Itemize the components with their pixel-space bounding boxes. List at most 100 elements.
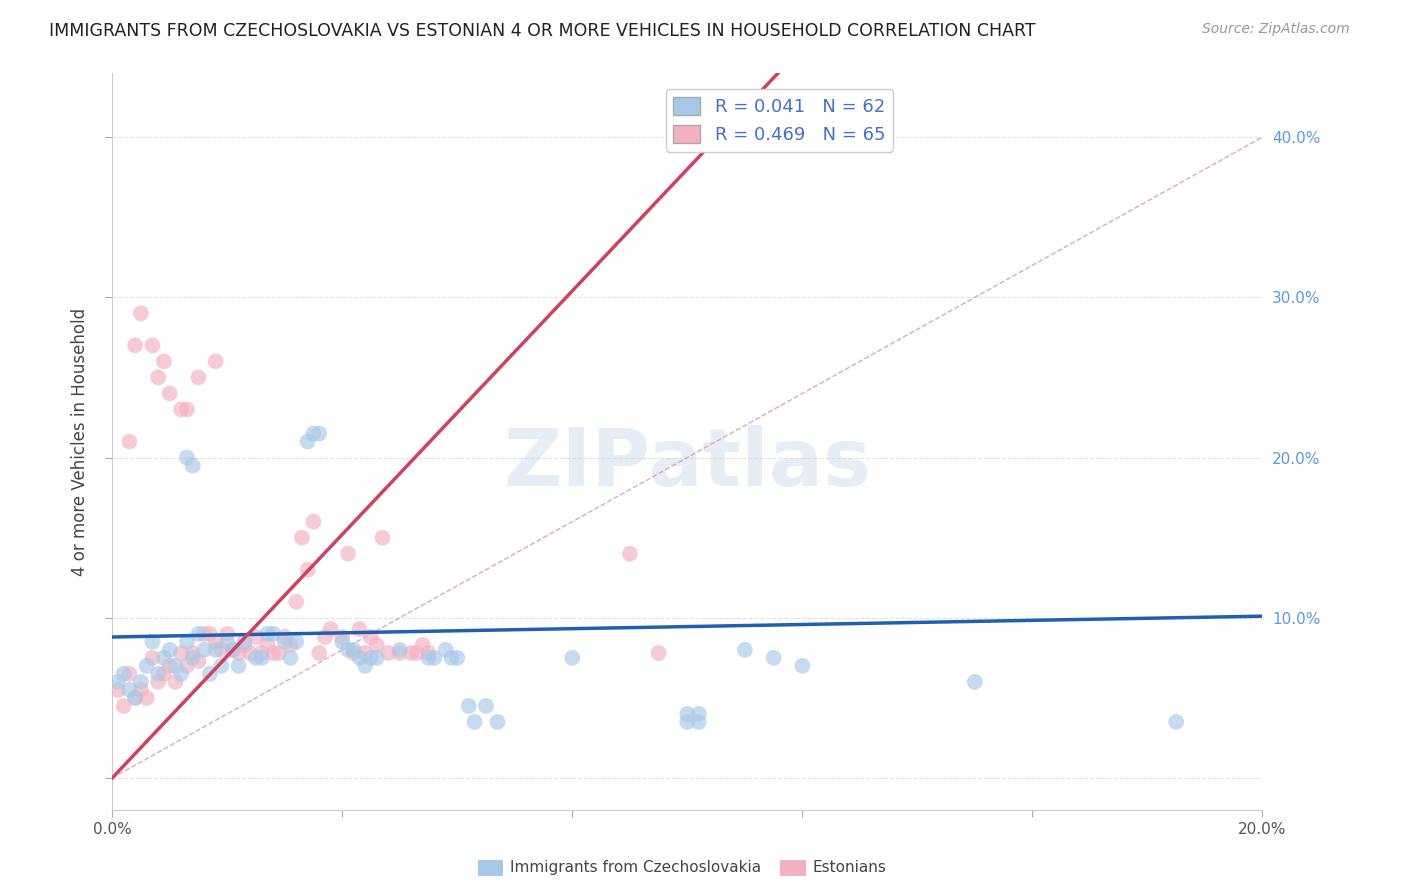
Point [181, 458, 204, 473]
Point [159, 386, 181, 401]
Point [963, 674, 986, 689]
Point [112, 666, 135, 681]
Point [336, 547, 359, 561]
Text: Immigrants from Czechoslovakia: Immigrants from Czechoslovakia [510, 860, 762, 874]
Point [233, 635, 256, 649]
Point [418, 646, 440, 660]
Point [176, 402, 198, 417]
Point [181, 650, 204, 665]
Point [349, 622, 371, 636]
Point [233, 638, 256, 652]
Point [141, 635, 163, 649]
Point [187, 654, 209, 668]
Point [165, 674, 187, 689]
Point [176, 450, 198, 465]
Point [762, 650, 785, 665]
Point [366, 650, 388, 665]
Point [330, 635, 353, 649]
Point [297, 563, 319, 577]
Point [228, 658, 250, 673]
Point [198, 666, 221, 681]
Point [463, 714, 485, 729]
Point [280, 650, 302, 665]
Point [319, 622, 342, 636]
Point [1166, 714, 1188, 729]
Text: ZIPatlas: ZIPatlas [503, 425, 872, 502]
Text: Source: ZipAtlas.com: Source: ZipAtlas.com [1202, 22, 1350, 37]
Point [377, 646, 399, 660]
Point [222, 642, 245, 657]
Point [349, 650, 371, 665]
Point [676, 706, 699, 721]
Point [135, 690, 157, 705]
Legend: R = 0.041   N = 62, R = 0.469   N = 65: R = 0.041 N = 62, R = 0.469 N = 65 [666, 89, 893, 152]
Point [204, 642, 226, 657]
Point [302, 426, 325, 441]
Point [250, 650, 273, 665]
Point [440, 650, 463, 665]
Point [406, 646, 429, 660]
Point [434, 642, 457, 657]
Point [285, 595, 308, 609]
Point [267, 646, 290, 660]
Point [388, 642, 411, 657]
Point [135, 658, 157, 673]
Point [112, 698, 135, 713]
Point [291, 531, 314, 545]
Point [209, 642, 232, 657]
Point [204, 635, 226, 649]
Point [418, 650, 440, 665]
Point [336, 642, 359, 657]
Point [159, 658, 181, 673]
Point [124, 690, 146, 705]
Point [204, 354, 226, 368]
Point [187, 627, 209, 641]
Point [193, 642, 215, 657]
Point [245, 630, 267, 644]
Point [676, 714, 699, 729]
Point [360, 650, 382, 665]
Point [176, 635, 198, 649]
Point [222, 642, 245, 657]
Point [297, 434, 319, 449]
Point [209, 658, 232, 673]
Point [146, 666, 169, 681]
Point [256, 638, 278, 652]
Point [388, 646, 411, 660]
Point [107, 674, 129, 689]
Point [256, 627, 278, 641]
Point [239, 646, 262, 660]
Point [129, 674, 152, 689]
Point [619, 547, 641, 561]
Point [153, 666, 176, 681]
Point [561, 650, 583, 665]
Point [141, 650, 163, 665]
Point [262, 646, 284, 660]
Point [371, 531, 394, 545]
Point [486, 714, 509, 729]
Point [423, 650, 446, 665]
Point [198, 627, 221, 641]
Point [170, 402, 193, 417]
Point [170, 666, 193, 681]
Point [330, 630, 353, 644]
Text: IMMIGRANTS FROM CZECHOSLOVAKIA VS ESTONIAN 4 OR MORE VEHICLES IN HOUSEHOLD CORRE: IMMIGRANTS FROM CZECHOSLOVAKIA VS ESTONI… [49, 22, 1036, 40]
Point [159, 642, 181, 657]
Point [262, 627, 284, 641]
Point [360, 630, 382, 644]
Point [475, 698, 498, 713]
Point [446, 650, 468, 665]
Point [129, 306, 152, 320]
Point [792, 658, 814, 673]
Point [118, 434, 141, 449]
Point [107, 682, 129, 697]
Point [314, 630, 336, 644]
Point [366, 638, 388, 652]
Point [165, 658, 187, 673]
Point [343, 646, 366, 660]
Point [412, 638, 434, 652]
Point [457, 698, 479, 713]
Point [217, 627, 239, 641]
Point [118, 666, 141, 681]
Point [124, 690, 146, 705]
